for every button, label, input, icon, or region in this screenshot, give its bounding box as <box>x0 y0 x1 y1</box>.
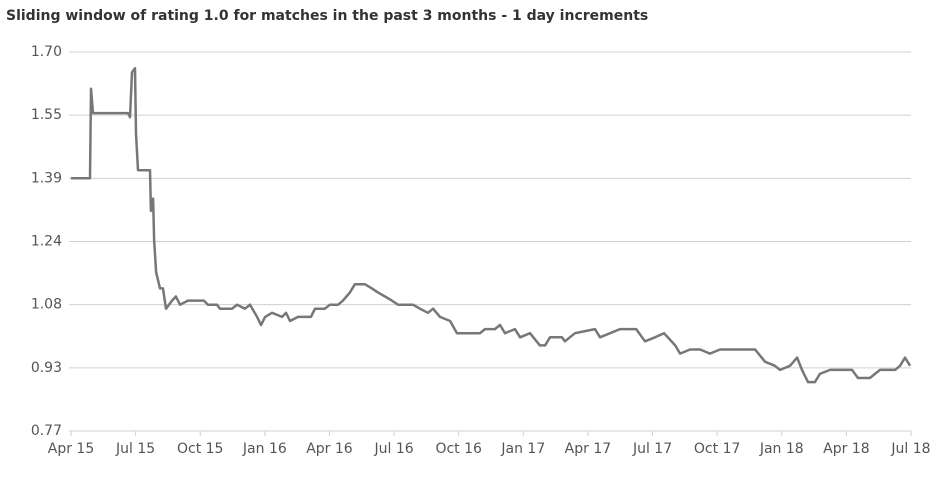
x-tick-label: Jul 18 <box>890 441 930 457</box>
chart-title: Sliding window of rating 1.0 for matches… <box>6 8 648 24</box>
x-tick-label: Oct 17 <box>694 441 740 457</box>
y-tick-label: 1.08 <box>31 297 62 313</box>
y-tick-label: 1.55 <box>31 107 62 123</box>
x-tick-label: Oct 16 <box>435 441 482 457</box>
y-tick-label: 1.39 <box>31 170 62 186</box>
y-tick-label: 1.70 <box>31 44 62 60</box>
x-tick-label: Jan 17 <box>500 441 545 457</box>
x-tick-label: Jul 15 <box>115 441 155 457</box>
x-tick-label: Jul 16 <box>373 441 413 457</box>
x-tick-label: Apr 18 <box>823 441 869 457</box>
y-tick-label: 0.77 <box>31 423 62 439</box>
x-tick-label: Apr 15 <box>48 441 94 457</box>
y-tick-label: 0.93 <box>31 360 62 376</box>
x-tick-label: Jan 18 <box>759 441 804 457</box>
x-tick-label: Apr 17 <box>565 441 611 457</box>
x-tick-label: Oct 15 <box>177 441 223 457</box>
y-tick-label: 1.24 <box>31 234 62 250</box>
line <box>71 67 912 384</box>
x-tick-label: Jul 17 <box>632 441 672 457</box>
x-tick-label: Apr 16 <box>306 441 353 457</box>
x-tick-label: Jan 16 <box>242 441 287 457</box>
